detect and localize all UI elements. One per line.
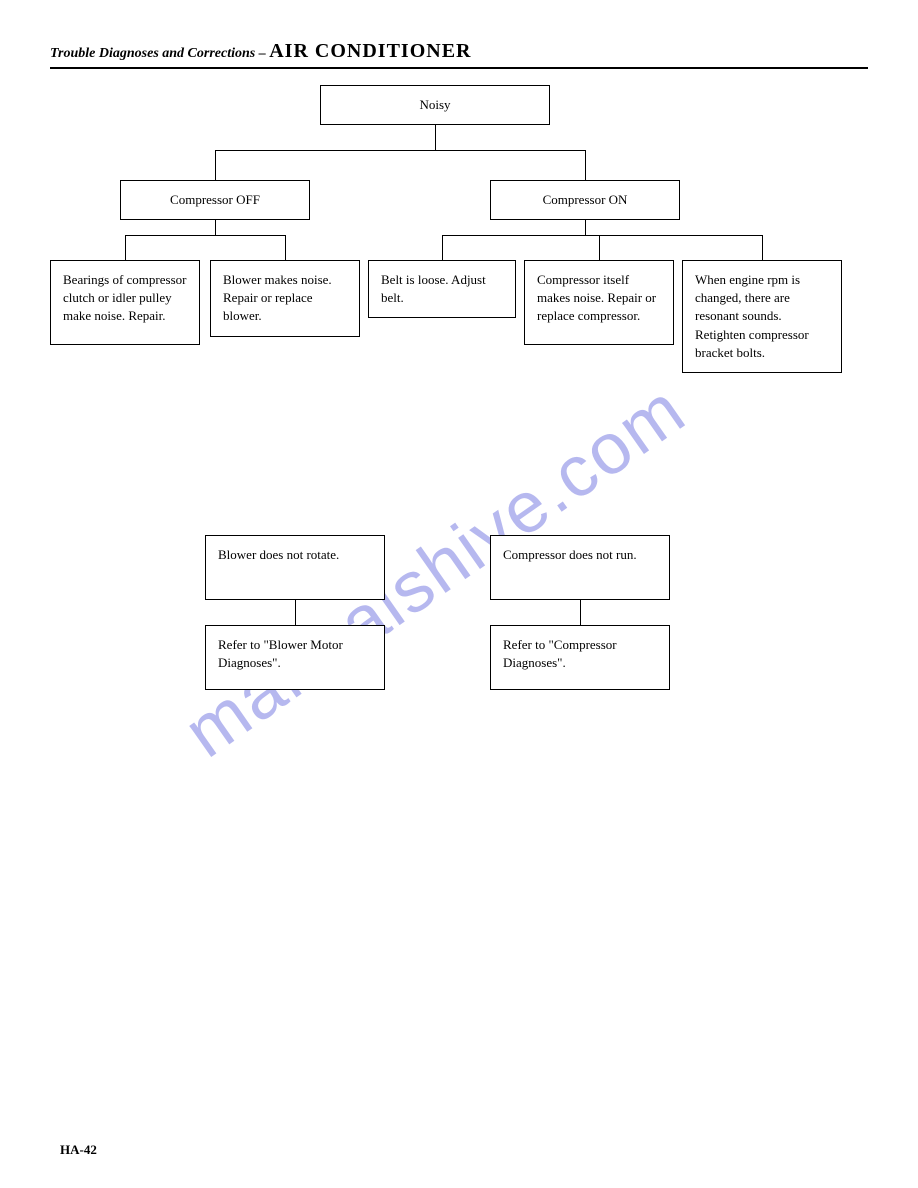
flow-box: Refer to "Compressor Diagnoses".: [490, 625, 670, 690]
connector: [435, 125, 436, 150]
connector: [580, 600, 581, 625]
connector: [599, 235, 600, 260]
connector: [215, 150, 585, 151]
connector: [442, 235, 443, 260]
flow-box: Blower makes noise. Repair or replace bl…: [210, 260, 360, 337]
flow-box: Compressor OFF: [120, 180, 310, 220]
flow-box: Compressor does not run.: [490, 535, 670, 600]
header-title: AIR CONDITIONER: [269, 40, 471, 62]
connector: [215, 220, 216, 235]
flow-box: Compressor itself makes noise. Repair or…: [524, 260, 674, 345]
header-prefix: Trouble Diagnoses and Corrections –: [50, 46, 269, 61]
page-header: Trouble Diagnoses and Corrections – AIR …: [50, 40, 868, 69]
connector: [125, 235, 126, 260]
connector: [285, 235, 286, 260]
flow-box: Belt is loose. Adjust belt.: [368, 260, 516, 318]
connector: [215, 150, 216, 180]
flow-box: Blower does not rotate.: [205, 535, 385, 600]
connector: [125, 235, 285, 236]
flow-box: When engine rpm is changed, there are re…: [682, 260, 842, 373]
flow-box: Compressor ON: [490, 180, 680, 220]
connector: [442, 235, 762, 236]
connector: [585, 150, 586, 180]
flow-box: Bearings of compressor clutch or idler p…: [50, 260, 200, 345]
page-number: HA-42: [60, 1142, 97, 1158]
connector: [295, 600, 296, 625]
flow-box: Refer to "Blower Motor Diagnoses".: [205, 625, 385, 690]
connector: [585, 220, 586, 235]
flow-box: Noisy: [320, 85, 550, 125]
connector: [762, 235, 763, 260]
